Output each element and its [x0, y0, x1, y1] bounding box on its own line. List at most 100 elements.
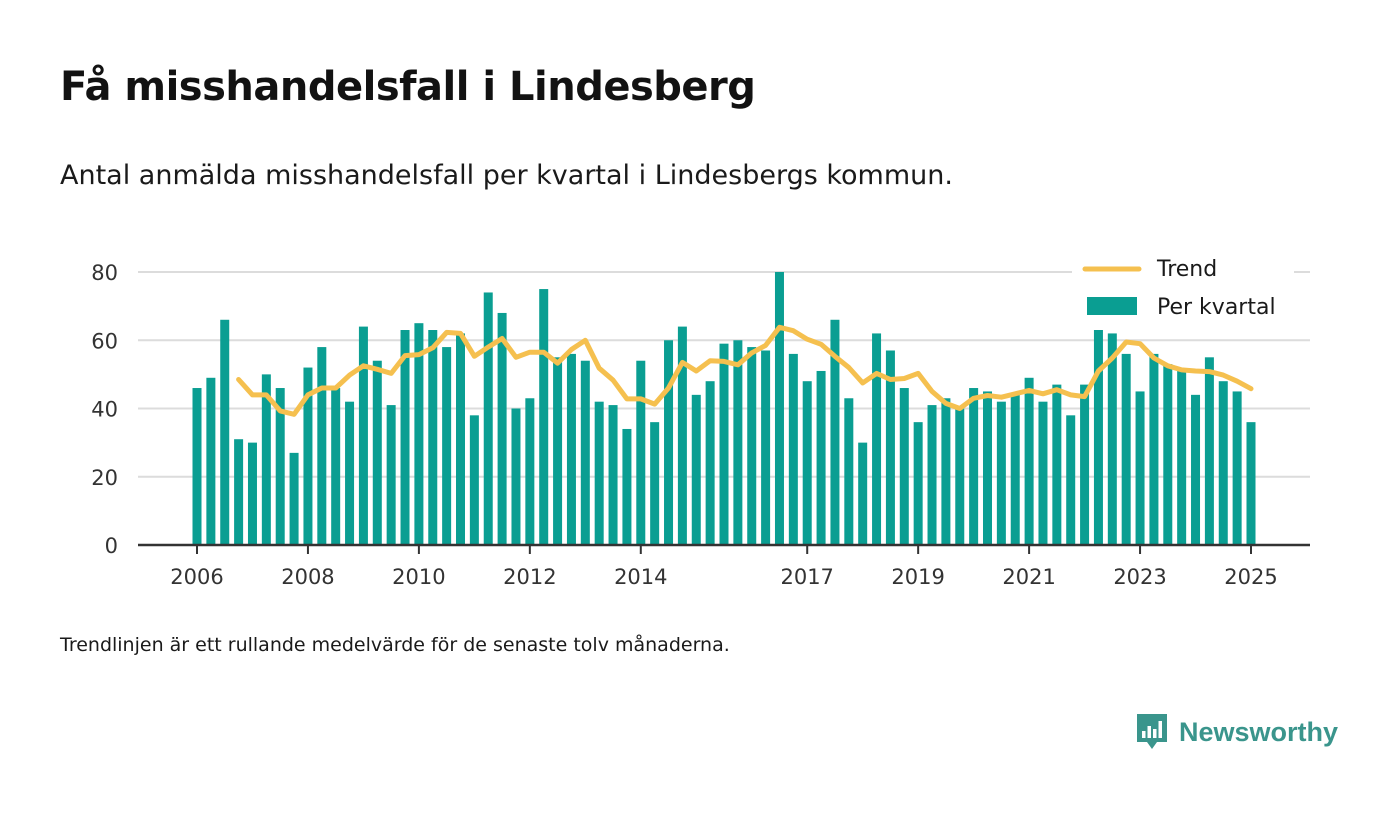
- bar: [650, 422, 660, 545]
- bar: [1135, 391, 1145, 545]
- bar: [608, 405, 618, 545]
- bar: [358, 326, 368, 545]
- bar: [483, 292, 493, 545]
- footnote: Trendlinjen är ett rullande medelvärde f…: [60, 634, 730, 656]
- y-tick-label: 0: [105, 534, 118, 558]
- y-tick-label: 40: [91, 398, 118, 422]
- bar: [830, 319, 840, 545]
- bar: [719, 343, 729, 545]
- bar: [442, 347, 452, 545]
- bar: [1177, 370, 1187, 545]
- bars-per-kvartal: [192, 272, 1256, 545]
- x-tick-label: 2023: [1113, 565, 1166, 589]
- bar: [733, 340, 743, 545]
- bar: [414, 323, 424, 545]
- bar: [913, 422, 923, 545]
- y-tick-label: 60: [91, 329, 118, 353]
- bar: [677, 326, 687, 545]
- chart-subtitle: Antal anmälda misshandelsfall per kvarta…: [60, 160, 953, 191]
- bar: [1191, 394, 1201, 545]
- newsworthy-brand: Newsworthy: [1135, 710, 1338, 754]
- bar: [844, 398, 854, 545]
- bar: [774, 272, 784, 545]
- bar: [400, 330, 410, 545]
- bar: [234, 439, 244, 545]
- bar: [872, 333, 882, 545]
- x-tick-label: 2017: [780, 565, 833, 589]
- bar: [691, 394, 701, 545]
- bar: [816, 370, 826, 545]
- bar: [927, 405, 937, 545]
- bar: [206, 377, 216, 545]
- bar: [1218, 381, 1228, 545]
- bar: [955, 408, 965, 545]
- legend-per-kvartal-label: Per kvartal: [1157, 295, 1276, 320]
- bar: [539, 289, 549, 545]
- x-axis-ticks: 2006 2008 2010 2012 2014 2017 2019 2021 2023 2025: [170, 545, 1278, 589]
- bar: [247, 442, 257, 545]
- legend-per-kvartal-swatch: [1087, 297, 1137, 315]
- bar: [1010, 394, 1020, 545]
- bar: [1204, 357, 1214, 545]
- bar: [1052, 384, 1062, 545]
- bar: [788, 353, 798, 545]
- x-tick-label: 2008: [281, 565, 334, 589]
- bar: [469, 415, 479, 545]
- x-tick-label: 2012: [503, 565, 556, 589]
- y-tick-label: 80: [91, 261, 118, 285]
- bar: [1066, 415, 1076, 545]
- bar: [1149, 353, 1159, 545]
- bar: [372, 360, 382, 545]
- x-tick-label: 2021: [1002, 565, 1055, 589]
- bar: [885, 350, 895, 545]
- bar: [580, 360, 590, 545]
- bar: [761, 350, 771, 545]
- legend-background: [1072, 252, 1294, 330]
- bar: [1107, 333, 1117, 545]
- bar: [1232, 391, 1242, 545]
- bar: [428, 330, 438, 545]
- bar: [996, 401, 1006, 545]
- bar: [622, 428, 632, 545]
- bar: [261, 374, 271, 545]
- bar: [899, 388, 909, 545]
- bar: [192, 388, 202, 545]
- bar: [664, 340, 674, 545]
- y-axis-ticks: 0 20 40 60 80: [91, 261, 118, 558]
- trend-line: [236, 324, 1254, 417]
- bar: [511, 408, 521, 545]
- bar: [705, 381, 715, 545]
- bar: [802, 381, 812, 545]
- bar: [636, 360, 646, 545]
- legend: Trend Per kvartal: [1072, 252, 1294, 330]
- bar: [1038, 401, 1048, 545]
- chart-title: Få misshandelsfall i Lindesberg: [60, 64, 756, 110]
- y-tick-label: 20: [91, 466, 118, 490]
- newsworthy-logo-icon: [1136, 714, 1167, 749]
- bar: [220, 319, 230, 545]
- bar: [303, 367, 313, 545]
- bar: [456, 333, 465, 545]
- bar: [747, 347, 757, 545]
- x-tick-label: 2025: [1224, 565, 1277, 589]
- bar: [983, 391, 992, 545]
- bar: [1163, 364, 1173, 545]
- x-tick-label: 2019: [891, 565, 944, 589]
- bar: [275, 388, 285, 545]
- bar: [525, 398, 535, 545]
- bar: [1024, 377, 1034, 545]
- bar: [317, 347, 327, 545]
- legend-trend-label: Trend: [1156, 257, 1217, 282]
- bar: [345, 401, 355, 545]
- bar: [566, 353, 576, 545]
- x-tick-label: 2014: [614, 565, 667, 589]
- bar: [1080, 384, 1090, 545]
- bar: [497, 312, 507, 545]
- bar: [941, 398, 951, 545]
- bar: [1121, 353, 1131, 545]
- bar: [969, 388, 979, 545]
- bar: [1246, 422, 1256, 545]
- bar: [386, 405, 396, 545]
- bar: [331, 388, 341, 545]
